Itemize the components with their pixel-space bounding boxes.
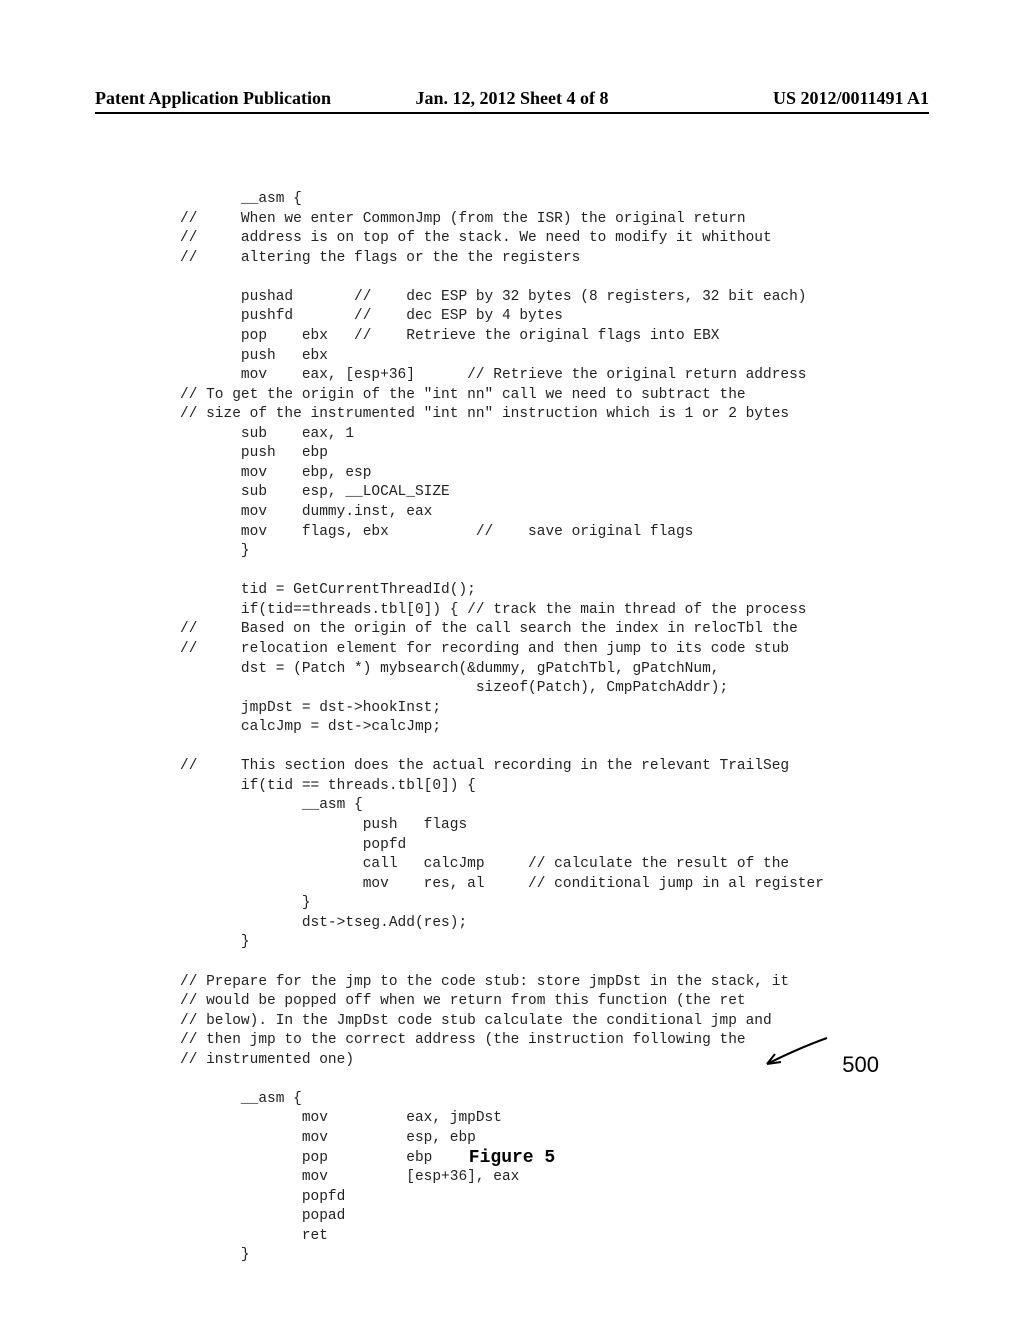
reference-number: 500	[842, 1052, 879, 1078]
header-divider	[95, 112, 929, 114]
header-right: US 2012/0011491 A1	[773, 88, 929, 109]
page-header: Patent Application Publication Jan. 12, …	[0, 88, 1024, 109]
reference-arrow	[759, 1036, 829, 1068]
header-center: Jan. 12, 2012 Sheet 4 of 8	[416, 88, 609, 109]
code-listing: __asm { // When we enter CommonJmp (from…	[180, 190, 824, 1266]
figure-caption: Figure 5	[469, 1148, 555, 1168]
header-left: Patent Application Publication	[95, 88, 331, 109]
